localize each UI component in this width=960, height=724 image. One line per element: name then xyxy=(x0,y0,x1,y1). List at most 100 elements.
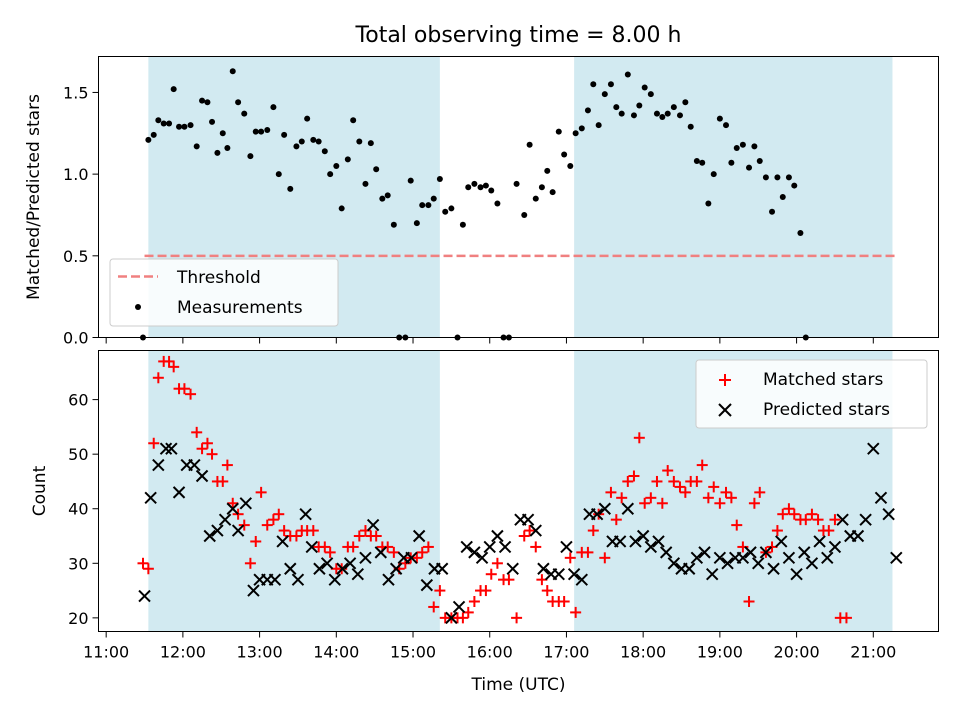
matched-stars-point xyxy=(382,541,394,553)
measurements-point xyxy=(287,185,294,192)
measurements-point xyxy=(728,159,735,166)
bottom-panel: 11:00 12:00 13:00 14:00 15:00 16:00 17:00 18:00… xyxy=(68,350,939,662)
matched-stars-point xyxy=(255,486,267,498)
bottom-panel-frame xyxy=(98,350,939,632)
matched-stars-point xyxy=(651,475,663,487)
measurements-point xyxy=(653,110,660,117)
measurements-point xyxy=(705,200,712,207)
measurements-point xyxy=(693,158,700,165)
measurements-point xyxy=(526,141,533,148)
measurements-point xyxy=(590,81,597,88)
matched-stars-point xyxy=(261,519,273,531)
measurements-point xyxy=(595,122,602,129)
measurements-point xyxy=(785,174,792,181)
y-tick-label: 1.5 xyxy=(63,83,88,102)
matched-stars-point xyxy=(185,388,197,400)
measurements-point xyxy=(670,104,677,111)
matched-stars-point xyxy=(806,508,818,520)
predicted-stars-point xyxy=(276,535,289,548)
legend-matched-swatch xyxy=(719,374,731,386)
matched-stars-point xyxy=(152,372,164,384)
measurements-point xyxy=(436,176,443,183)
matched-stars-point xyxy=(201,437,213,449)
measurements-point xyxy=(373,166,380,173)
predicted-stars-point xyxy=(247,584,260,597)
measurements-point xyxy=(310,136,317,143)
legend-measurements-swatch xyxy=(135,304,141,310)
measurements-point xyxy=(682,99,689,106)
matched-stars-point xyxy=(359,525,371,537)
predicted-stars-point xyxy=(152,458,165,472)
matched-stars-point xyxy=(564,552,576,564)
y-tick-label: 0.5 xyxy=(63,247,88,266)
measurements-point xyxy=(769,208,776,215)
x-tick-label: 19:00 xyxy=(697,643,743,662)
measurements-point xyxy=(659,113,666,120)
x-tick-label: 12:00 xyxy=(160,643,206,662)
matched-stars-point xyxy=(605,486,617,498)
matched-stars-point xyxy=(743,595,755,607)
predicted-stars-point xyxy=(775,535,788,548)
x-tick-label: 15:00 xyxy=(390,643,436,662)
measurements-point xyxy=(733,144,740,151)
measurements-point xyxy=(252,128,259,135)
matched-stars-point xyxy=(217,475,229,487)
predicted-stars-point xyxy=(828,540,842,554)
measurements-point xyxy=(699,159,706,166)
measurements-point xyxy=(344,156,351,163)
measurements-point xyxy=(482,182,489,189)
measurements-point xyxy=(219,130,226,137)
matched-stars-point xyxy=(347,541,359,553)
y-tick-label: 1.0 xyxy=(63,165,88,184)
measurements-point xyxy=(756,158,763,165)
matched-stars-point xyxy=(599,552,611,564)
predicted-stars-point xyxy=(590,507,604,521)
measurements-point xyxy=(224,144,231,151)
predicted-stars-point xyxy=(313,562,326,575)
matched-stars-point xyxy=(674,481,686,493)
legend-predicted-swatch xyxy=(718,403,732,417)
predicted-stars-point xyxy=(767,562,780,575)
predicted-stars-point xyxy=(218,513,232,526)
matched-stars-point xyxy=(278,525,290,537)
y-tick-label: 30 xyxy=(68,554,88,573)
predicted-stars-point xyxy=(343,557,357,570)
predicted-stars-point xyxy=(713,551,727,565)
predicted-stars-point xyxy=(412,529,426,543)
matched-stars-point xyxy=(633,432,645,444)
predicted-stars-point xyxy=(359,551,372,565)
measurements-point xyxy=(166,120,173,127)
predicted-stars-point xyxy=(667,557,681,570)
predicted-stars-point xyxy=(351,568,364,581)
predicted-stars-point xyxy=(231,524,245,537)
matched-stars-point xyxy=(645,492,657,504)
x-tick-label: 11:00 xyxy=(83,643,129,662)
measurements-point xyxy=(624,71,631,78)
measurements-point xyxy=(247,153,254,160)
measurements-point xyxy=(791,182,798,189)
matched-stars-point xyxy=(840,612,852,624)
predicted-stars-point xyxy=(652,535,665,548)
measurements-point xyxy=(338,205,345,212)
matched-stars-point xyxy=(628,470,640,482)
matched-stars-point xyxy=(267,514,279,526)
matched-stars-point xyxy=(616,492,628,504)
predicted-stars-point xyxy=(172,486,186,499)
matched-stars-point xyxy=(178,383,190,395)
predicted-stars-point xyxy=(483,540,496,554)
measurements-point xyxy=(235,99,242,106)
matched-stars-point xyxy=(503,574,515,586)
predicted-stars-point xyxy=(736,551,750,565)
measurements-point xyxy=(384,192,391,199)
matched-stars-point xyxy=(656,497,668,509)
measurements-point xyxy=(774,174,781,181)
x-tick-label: 20:00 xyxy=(774,643,820,662)
predicted-stars-point xyxy=(521,513,535,526)
matched-stars-point xyxy=(238,519,250,531)
predicted-stars-point xyxy=(644,540,658,554)
y-tick-label: 0.0 xyxy=(63,329,88,348)
measurements-point xyxy=(521,211,528,218)
x-tick-label: 13:00 xyxy=(237,643,283,662)
measurements-point xyxy=(270,104,277,111)
measurements-point xyxy=(333,162,340,169)
